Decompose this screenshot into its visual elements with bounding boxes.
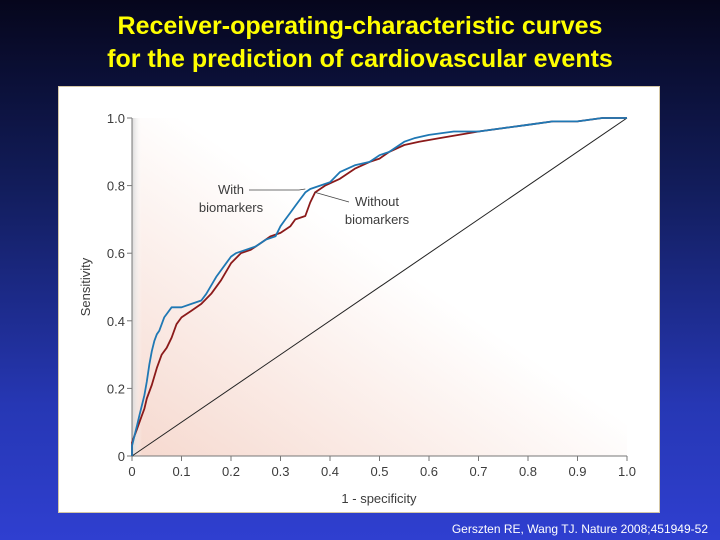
y-axis-shade [132,118,142,456]
y-tick-label: 0 [118,449,125,464]
x-tick-label: 0.3 [271,464,289,479]
reference-diagonal-line [131,117,628,457]
x-tick-label: 0 [128,464,135,479]
x-tick-label: 0.5 [370,464,388,479]
axes: 0 0.1 0.2 0.3 0.4 0.5 0.6 0.7 0.8 0.9 1.0 0 0.2 0.4 0.… [107,111,636,479]
slide-title-line1: Receiver-operating-characteristic curves [117,12,603,40]
series-without-biomarkers-line [131,117,627,456]
annotation-leader-line [314,192,350,203]
x-tick-label: 0.7 [469,464,487,479]
y-tick-label: 0.4 [107,314,125,329]
x-tick-label: 0.6 [420,464,438,479]
x-tick-label: 0.9 [568,464,586,479]
x-tick-label: 0.1 [172,464,190,479]
y-tick-label: 0.8 [107,179,125,194]
y-tick-label: 1.0 [107,111,125,126]
annotation-with-biomarkers: With biomarkers [199,182,306,215]
y-tick-label: 0.6 [107,246,125,261]
x-tick-label: 0.4 [321,464,339,479]
annotation-layer: With biomarkers Without biomarkers [199,182,410,227]
annotation-text: With [218,182,244,197]
figure-panel: 0 0.1 0.2 0.3 0.4 0.5 0.6 0.7 0.8 0.9 1.0 0 0.2 0.4 0.… [58,86,660,513]
annotation-without-biomarkers: Without biomarkers [314,192,410,227]
roc-chart: 0 0.1 0.2 0.3 0.4 0.5 0.6 0.7 0.8 0.9 1.0 0 0.2 0.4 0.… [78,111,636,506]
annotation-leader-line [249,188,306,191]
x-tick-label: 0.2 [222,464,240,479]
slide-title: Receiver-operating-characteristic curves… [0,10,720,76]
annotation-text: biomarkers [199,200,264,215]
annotation-text: Without [355,194,399,209]
series-with-biomarkers-line [131,117,627,456]
series-layer [131,117,628,457]
annotation-text: biomarkers [345,212,410,227]
x-tick-label: 0.8 [519,464,537,479]
citation: Gerszten RE, Wang TJ. Nature 2008;451949… [451,522,708,536]
x-tick-label: 1.0 [618,464,636,479]
slide-title-line2: for the prediction of cardiovascular eve… [107,45,613,73]
y-axis-label: Sensitivity [78,257,93,316]
y-tick-label: 0.2 [107,381,125,396]
x-axis-label: 1 - specificity [341,491,417,506]
